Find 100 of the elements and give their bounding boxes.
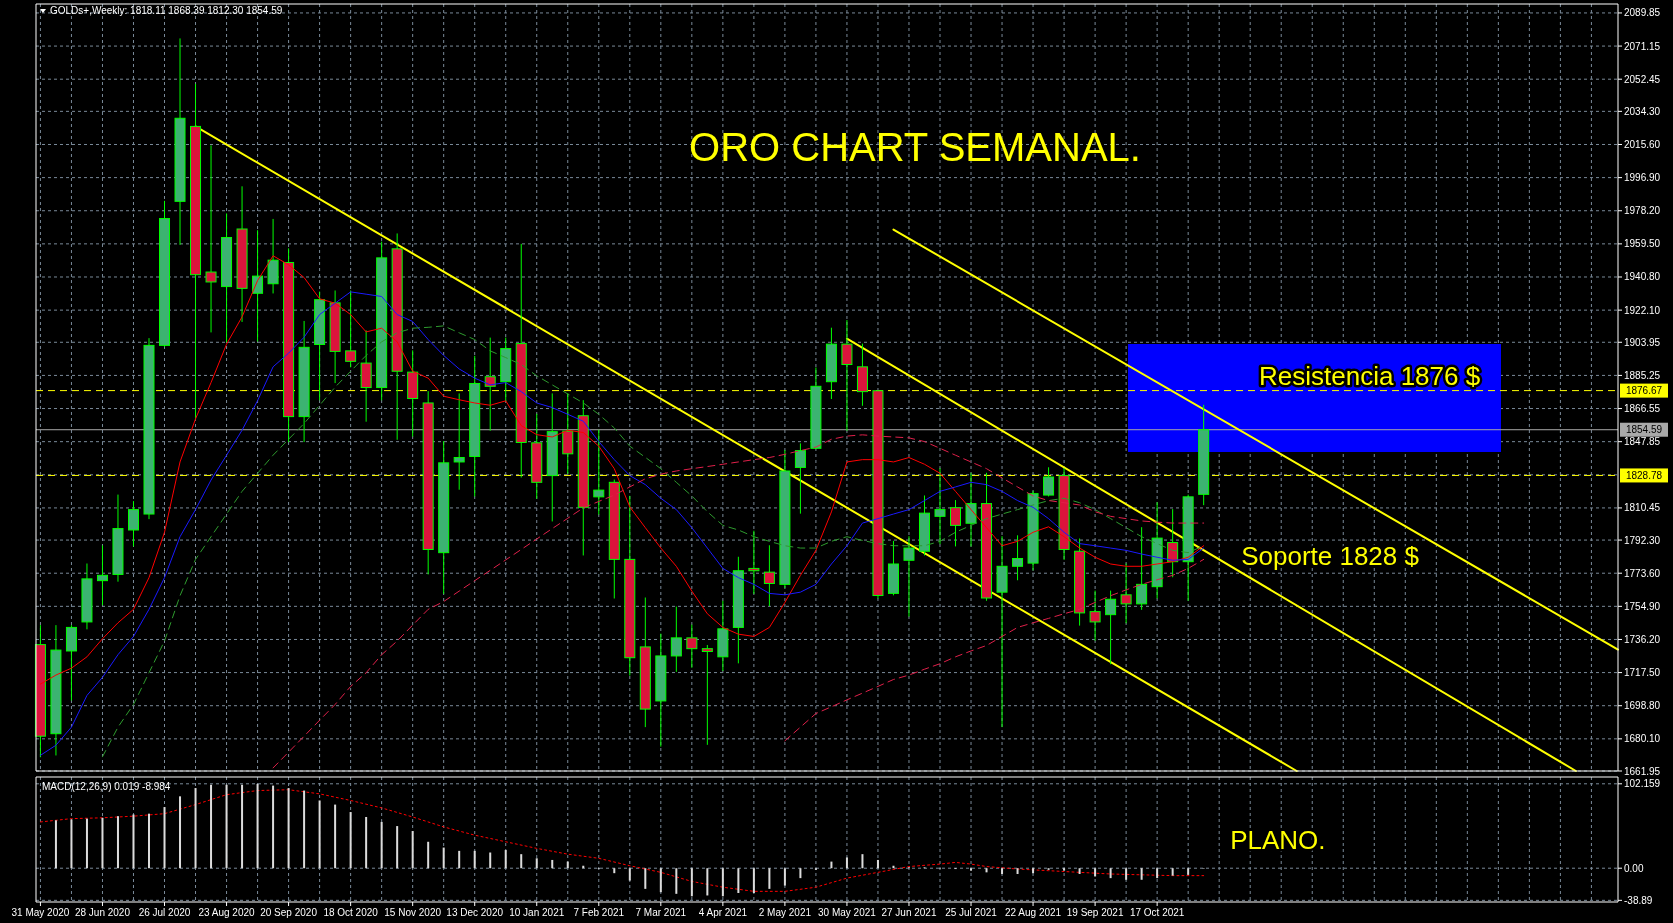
candlestick bbox=[748, 530, 760, 594]
y-tick-label: 1847.85 bbox=[1624, 436, 1661, 448]
x-tick-label: 10 Jan 2021 bbox=[509, 907, 565, 918]
candlestick bbox=[670, 606, 682, 672]
bar bbox=[1078, 868, 1081, 874]
x-tick-label: 20 Sep 2020 bbox=[260, 907, 318, 918]
line-series bbox=[272, 434, 1205, 769]
bar bbox=[752, 868, 755, 893]
y-tick-label: 1903.95 bbox=[1624, 336, 1661, 348]
y-tick-label: 1978.20 bbox=[1624, 205, 1661, 217]
x-tick-label: 13 Dec 2020 bbox=[446, 907, 504, 918]
y-tick-label: 1698.80 bbox=[1624, 700, 1661, 712]
line-series bbox=[784, 558, 1205, 742]
x-tick-label: 19 Sep 2021 bbox=[1066, 907, 1124, 918]
y-tick-label: 1792.30 bbox=[1624, 534, 1661, 546]
candlestick bbox=[127, 501, 139, 547]
candlestick bbox=[562, 393, 574, 474]
candlestick bbox=[965, 472, 977, 547]
bar bbox=[876, 859, 879, 869]
x-tick-label: 28 Jun 2020 bbox=[74, 907, 131, 918]
bar bbox=[551, 859, 554, 869]
bar bbox=[1109, 868, 1112, 879]
x-tick-label: 31 May 2020 bbox=[11, 907, 70, 918]
x-tick-label: 25 Jul 2021 bbox=[945, 907, 998, 918]
bar bbox=[210, 784, 213, 869]
bar bbox=[721, 868, 724, 897]
y-tick-label: 1866.55 bbox=[1624, 403, 1661, 415]
x-tick-label: 26 Jul 2020 bbox=[138, 907, 191, 918]
bar bbox=[54, 820, 57, 869]
bar bbox=[365, 816, 368, 869]
bar bbox=[101, 817, 104, 869]
bar bbox=[1187, 868, 1190, 875]
bar bbox=[334, 804, 337, 869]
y-tick-label: 1810.45 bbox=[1624, 502, 1661, 514]
candlestick bbox=[267, 218, 279, 294]
bar bbox=[163, 807, 166, 869]
bar bbox=[194, 788, 197, 869]
bar bbox=[303, 790, 306, 869]
y-tick-label: 2015.60 bbox=[1624, 138, 1661, 150]
bar bbox=[318, 800, 321, 869]
candlestick bbox=[686, 624, 698, 668]
y-tick-label: 102.159 bbox=[1624, 778, 1661, 790]
x-tick-label: 2 May 2021 bbox=[758, 907, 812, 918]
y-tick-label: 1885.25 bbox=[1624, 369, 1661, 381]
y-tick-label: 2071.15 bbox=[1624, 40, 1661, 52]
bar bbox=[768, 868, 771, 889]
x-tick-label: 4 Apr 2021 bbox=[698, 907, 748, 918]
candlestick bbox=[96, 545, 108, 606]
bar bbox=[659, 868, 662, 893]
y-tick-label: 1736.20 bbox=[1624, 633, 1661, 645]
bar bbox=[613, 868, 616, 874]
bar bbox=[85, 818, 88, 869]
ref-line-label: 1876.67 bbox=[1625, 385, 1663, 397]
candlestick bbox=[934, 468, 946, 545]
x-tick-label: 22 Aug 2021 bbox=[1004, 907, 1062, 918]
bar bbox=[628, 868, 631, 881]
candlestick bbox=[841, 320, 853, 431]
bar bbox=[1032, 868, 1035, 874]
bar bbox=[241, 784, 244, 869]
x-tick-label: 7 Mar 2021 bbox=[635, 907, 687, 918]
bar bbox=[349, 812, 352, 869]
bar bbox=[783, 868, 786, 886]
bar bbox=[1171, 868, 1174, 876]
bar bbox=[179, 796, 182, 869]
bar bbox=[473, 850, 476, 869]
bar bbox=[256, 783, 259, 869]
bar bbox=[675, 868, 678, 894]
bar bbox=[225, 784, 228, 869]
x-tick-label: 30 May 2021 bbox=[818, 907, 877, 918]
y-tick-label: 2089.85 bbox=[1624, 7, 1661, 19]
bar bbox=[799, 868, 802, 879]
candlestick bbox=[701, 644, 713, 745]
candlestick bbox=[1012, 535, 1024, 581]
bar bbox=[70, 819, 73, 869]
bar bbox=[1094, 868, 1097, 877]
bar bbox=[380, 821, 383, 869]
bar bbox=[520, 854, 523, 869]
bar bbox=[458, 850, 461, 869]
bar bbox=[287, 788, 290, 869]
bar bbox=[737, 868, 740, 893]
bar bbox=[272, 785, 275, 869]
bar bbox=[985, 868, 988, 873]
candlestick bbox=[65, 625, 77, 701]
x-tick-label: 18 Oct 2020 bbox=[323, 907, 379, 918]
candlestick bbox=[1043, 467, 1055, 497]
y-tick-label: 2034.30 bbox=[1624, 105, 1661, 117]
annotation: PLANO. bbox=[1230, 824, 1326, 855]
y-tick-label: 1717.50 bbox=[1624, 667, 1661, 679]
bar bbox=[411, 831, 414, 869]
ref-line-label: 1828.78 bbox=[1625, 469, 1663, 481]
chart-title: MACD(12,26,9) 0.019 -8.984 bbox=[42, 781, 171, 792]
x-tick-label: 23 Aug 2020 bbox=[198, 907, 256, 918]
bar bbox=[1125, 868, 1128, 880]
x-tick-label: 7 Feb 2021 bbox=[573, 907, 625, 918]
bar bbox=[132, 814, 135, 869]
bar bbox=[148, 813, 150, 869]
y-tick-label: 1680.10 bbox=[1624, 733, 1661, 745]
y-tick-label: -38.89 bbox=[1624, 894, 1653, 906]
bar bbox=[690, 868, 693, 897]
candlestick bbox=[345, 290, 357, 368]
